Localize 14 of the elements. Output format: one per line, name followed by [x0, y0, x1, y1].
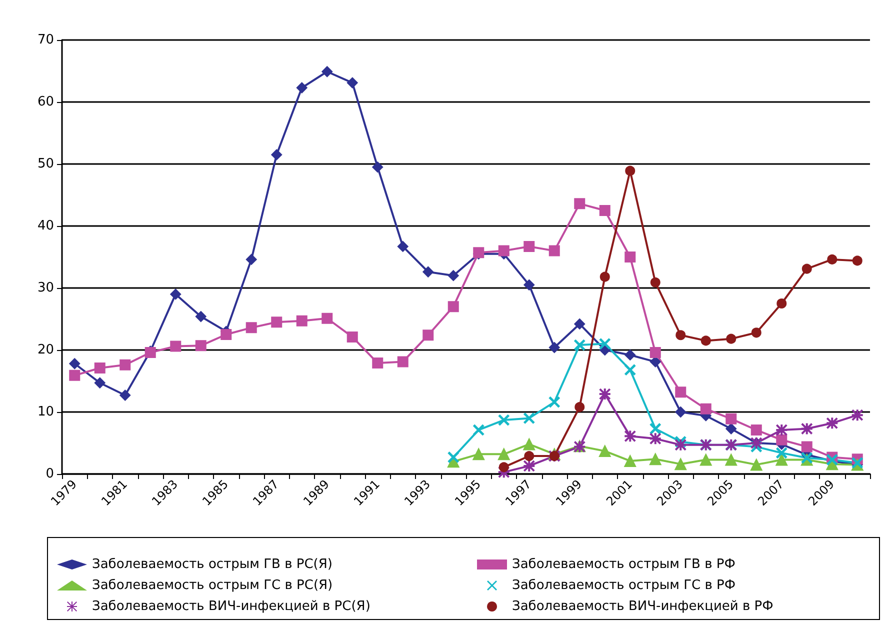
legend-label: Заболеваемость острым ГВ в РФ — [512, 557, 736, 572]
y-tick-label: 30 — [37, 280, 54, 296]
legend-label: Заболеваемость острым ГС в РФ — [512, 578, 736, 593]
legend-label: Заболеваемость острым ГС в РС(Я) — [92, 578, 333, 593]
y-tick-label: 50 — [37, 156, 54, 172]
y-tick-label: 40 — [37, 218, 54, 234]
y-tick-label: 10 — [37, 404, 54, 420]
y-tick-label: 60 — [37, 94, 54, 110]
legend-label: Заболеваемость ВИЧ-инфекцией в РФ — [512, 599, 774, 614]
legend-label: Заболеваемость острым ГВ в РС(Я) — [92, 557, 332, 572]
legend-label: Заболеваемость ВИЧ-инфекцией в РС(Я) — [92, 599, 370, 614]
y-tick-label: 70 — [37, 32, 54, 48]
y-tick-label: 20 — [37, 342, 54, 358]
y-tick-label: 0 — [46, 466, 54, 482]
